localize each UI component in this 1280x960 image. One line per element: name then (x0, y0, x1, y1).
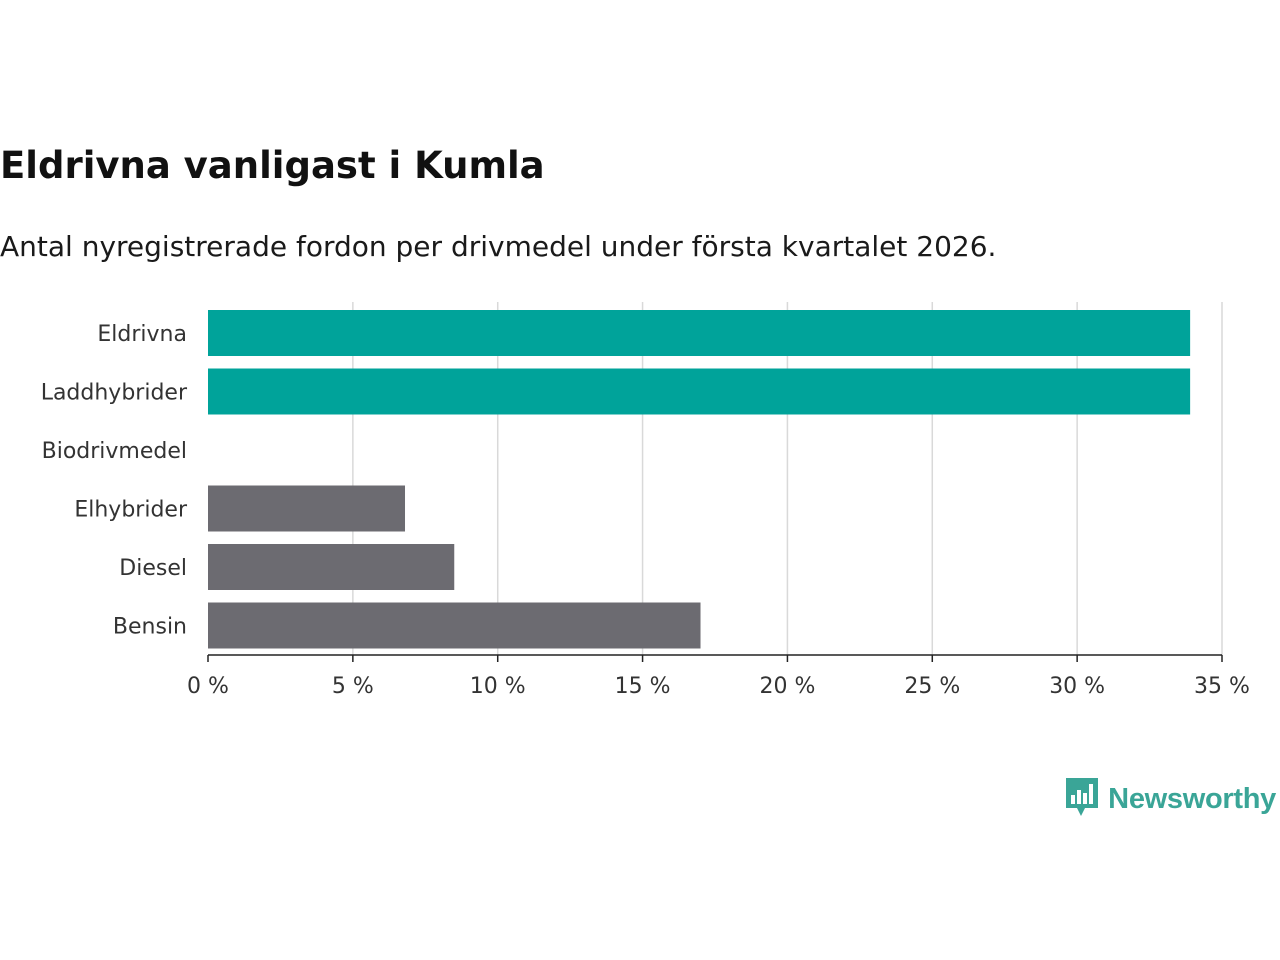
category-label: Elhybrider (74, 498, 188, 523)
chart-subtitle: Antal nyregistrerade fordon per drivmede… (0, 230, 997, 263)
bar-bensin (208, 602, 701, 649)
brand-name: Newsworthy (1108, 782, 1276, 815)
category-label: Biodrivmedel (42, 439, 187, 464)
x-tick-label: 30 % (1049, 674, 1105, 699)
category-labels: Eldrivna Laddhybrider Biodrivmedel Elhybrid… (41, 322, 188, 640)
x-tick-label: 35 % (1194, 674, 1250, 699)
newsworthy-logo-icon (1064, 776, 1100, 822)
x-tick-label: 20 % (759, 674, 815, 699)
x-tick-label: 15 % (615, 674, 671, 699)
category-label: Laddhybrider (41, 381, 188, 406)
chart-title: Eldrivna vanligast i Kumla (0, 144, 545, 187)
brand-logo: Newsworthy (1064, 776, 1276, 822)
category-label: Diesel (119, 556, 187, 581)
grid-lines (352, 302, 1223, 655)
x-tick-label: 5 % (332, 674, 374, 699)
bars (208, 310, 1191, 649)
bar-laddhybrider (208, 368, 1191, 415)
x-tick-label: 10 % (470, 674, 526, 699)
x-tick-label: 0 % (187, 674, 229, 699)
x-tick-label: 25 % (904, 674, 960, 699)
bar-chart: 0 % 5 % 10 % 15 % 20 % 25 % 30 % 35 % Eldrivna L… (41, 302, 1250, 699)
bar-elhybrider (208, 485, 406, 532)
bar-diesel (208, 544, 455, 590)
category-label: Eldrivna (97, 322, 187, 347)
bar-eldrivna (208, 310, 1191, 356)
x-axis: 0 % 5 % 10 % 15 % 20 % 25 % 30 % 35 % (187, 654, 1250, 699)
category-label: Bensin (113, 615, 187, 640)
